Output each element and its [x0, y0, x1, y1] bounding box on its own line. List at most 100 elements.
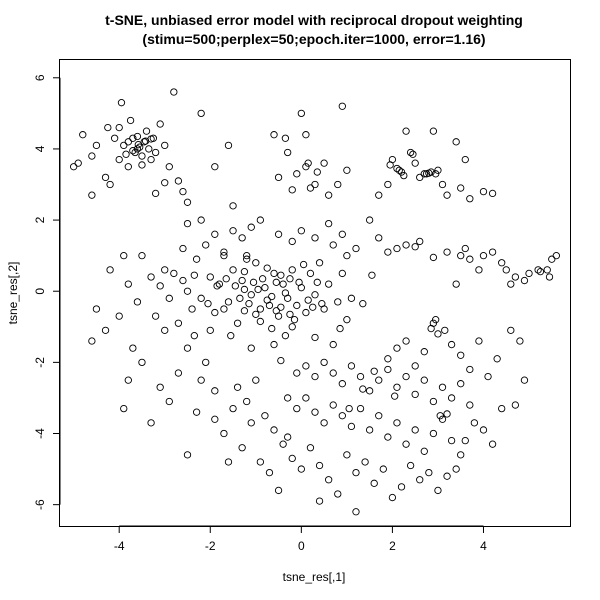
data-point: [202, 358, 210, 367]
data-point: [156, 282, 164, 290]
data-point: [129, 134, 137, 142]
data-point: [274, 486, 283, 495]
data-point: [270, 340, 278, 349]
data-point: [297, 227, 305, 235]
data-point: [402, 337, 410, 345]
data-point: [311, 408, 319, 416]
data-point: [286, 275, 294, 283]
data-point: [384, 365, 392, 374]
data-point: [190, 332, 198, 340]
data-point: [434, 486, 442, 495]
data-point: [343, 251, 351, 260]
data-point: [325, 476, 333, 484]
data-point: [293, 369, 301, 377]
data-point: [488, 189, 497, 198]
data-point: [92, 305, 101, 313]
data-point: [227, 332, 235, 340]
data-point: [134, 141, 142, 149]
data-point: [277, 271, 285, 279]
data-point: [263, 264, 271, 272]
data-point: [211, 308, 219, 317]
data-point: [183, 451, 192, 459]
data-point: [179, 187, 187, 196]
data-point: [174, 177, 183, 185]
data-point: [220, 248, 228, 256]
data-point: [400, 171, 408, 180]
data-point: [406, 148, 415, 157]
data-point: [247, 419, 255, 427]
data-point: [138, 152, 146, 160]
data-point: [343, 451, 351, 459]
data-point: [457, 184, 465, 192]
data-point: [311, 180, 319, 189]
data-point: [268, 292, 276, 301]
data-point: [397, 168, 406, 176]
data-point: [74, 159, 82, 167]
data-point: [315, 259, 324, 267]
data-point: [204, 300, 212, 308]
data-point: [434, 166, 442, 174]
data-point: [511, 273, 520, 281]
data-point: [183, 219, 192, 228]
data-point: [438, 415, 447, 423]
data-point: [138, 251, 146, 260]
data-point: [334, 490, 342, 498]
data-point: [438, 180, 447, 189]
x-tick-label: 0: [298, 539, 305, 553]
data-point: [256, 458, 265, 466]
data-point: [140, 138, 148, 146]
data-point: [254, 285, 262, 294]
data-point: [220, 429, 228, 438]
data-point: [411, 243, 419, 251]
data-point: [441, 326, 449, 335]
data-point: [293, 170, 301, 178]
data-point: [183, 287, 192, 295]
data-point: [325, 280, 333, 288]
data-point: [88, 152, 96, 160]
data-point: [461, 155, 469, 164]
data-point: [238, 276, 246, 285]
data-point: [498, 404, 506, 413]
data-point: [393, 344, 401, 352]
data-point: [502, 266, 510, 274]
data-point: [261, 284, 269, 292]
data-point: [498, 259, 506, 267]
data-point: [243, 255, 251, 263]
data-point: [384, 355, 392, 363]
data-point: [304, 159, 312, 167]
data-point: [375, 412, 383, 420]
data-point: [215, 280, 224, 288]
data-point: [229, 202, 237, 210]
data-point: [447, 436, 456, 445]
data-point: [411, 426, 419, 434]
data-point: [170, 269, 178, 278]
data-point: [493, 355, 501, 363]
data-point: [224, 141, 233, 150]
data-point: [384, 433, 392, 441]
data-point: [277, 356, 285, 365]
data-point: [416, 476, 424, 484]
data-point: [202, 241, 210, 249]
data-point: [420, 348, 428, 356]
data-point: [161, 266, 169, 274]
data-point: [334, 298, 342, 306]
data-point: [393, 419, 401, 427]
data-point: [359, 385, 367, 393]
data-point: [174, 319, 183, 327]
data-point: [457, 251, 465, 260]
data-point: [429, 253, 438, 262]
data-point: [120, 404, 128, 413]
data-point: [270, 131, 278, 139]
data-point: [265, 468, 274, 477]
data-point: [545, 273, 554, 281]
y-axis-label: tsne_res[,2]: [6, 262, 20, 325]
data-point: [174, 369, 183, 377]
data-point: [231, 282, 239, 290]
data-point: [543, 266, 551, 274]
data-point: [197, 376, 205, 384]
data-point: [290, 316, 299, 324]
data-point: [411, 390, 419, 399]
data-point: [420, 170, 428, 178]
data-point: [329, 369, 337, 377]
data-point: [277, 303, 285, 311]
